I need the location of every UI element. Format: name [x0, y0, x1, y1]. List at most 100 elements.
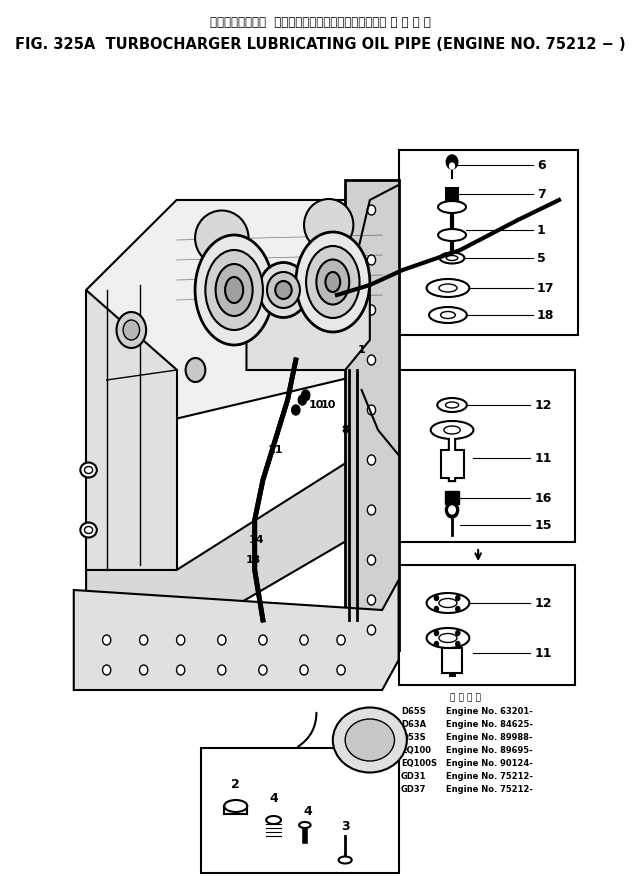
Bar [201, 748, 399, 873]
Text: GD37: GD37 [401, 785, 426, 794]
Text: GD31: GD31 [401, 772, 426, 781]
Ellipse shape [275, 281, 292, 299]
Circle shape [456, 642, 460, 646]
Bar [442, 648, 462, 673]
Circle shape [435, 642, 438, 646]
Text: 適 用 号 機: 適 用 号 機 [451, 693, 481, 702]
Text: 10: 10 [321, 400, 337, 410]
Text: Engine No. 84625-: Engine No. 84625- [446, 720, 533, 729]
Ellipse shape [437, 398, 467, 412]
Ellipse shape [439, 284, 457, 292]
Text: 1: 1 [358, 345, 365, 355]
Ellipse shape [438, 229, 466, 241]
Text: 1: 1 [537, 223, 545, 237]
Text: Engine No. 89988-: Engine No. 89988- [446, 733, 533, 742]
Text: 11: 11 [267, 445, 283, 455]
Ellipse shape [304, 199, 353, 251]
Ellipse shape [345, 719, 394, 761]
Text: 2: 2 [231, 778, 240, 790]
Circle shape [176, 635, 185, 645]
Polygon shape [246, 280, 370, 370]
Polygon shape [86, 200, 382, 440]
Circle shape [435, 630, 438, 635]
Ellipse shape [85, 466, 93, 473]
Bar [399, 150, 578, 335]
Text: Engine No. 90124-: Engine No. 90124- [446, 759, 533, 768]
Text: D65S: D65S [401, 707, 426, 716]
Text: 6: 6 [537, 158, 545, 172]
Circle shape [435, 606, 438, 611]
Ellipse shape [205, 250, 263, 330]
Ellipse shape [426, 628, 469, 648]
Ellipse shape [426, 279, 469, 297]
Ellipse shape [431, 421, 474, 439]
Ellipse shape [338, 856, 352, 863]
Text: 17: 17 [537, 281, 554, 295]
Circle shape [449, 163, 454, 169]
Text: D63A: D63A [401, 720, 426, 729]
Circle shape [367, 555, 376, 565]
Circle shape [456, 630, 460, 635]
Bar [445, 187, 460, 201]
Ellipse shape [195, 211, 249, 265]
Ellipse shape [445, 402, 459, 408]
Text: D53S: D53S [401, 733, 426, 742]
Polygon shape [86, 440, 382, 640]
Ellipse shape [259, 263, 308, 318]
Circle shape [435, 595, 438, 601]
Circle shape [218, 635, 226, 645]
Circle shape [176, 665, 185, 675]
Text: 13: 13 [246, 555, 261, 565]
Text: 4: 4 [304, 805, 313, 818]
Text: 9: 9 [303, 393, 310, 403]
Polygon shape [74, 580, 399, 690]
Circle shape [367, 305, 376, 315]
Ellipse shape [317, 260, 349, 304]
Polygon shape [345, 180, 399, 650]
Ellipse shape [267, 272, 300, 308]
Circle shape [301, 390, 310, 400]
Text: Engine No. 75212-: Engine No. 75212- [446, 772, 533, 781]
Text: 5: 5 [537, 252, 545, 264]
Circle shape [449, 506, 455, 514]
Circle shape [367, 205, 376, 215]
Ellipse shape [299, 822, 311, 828]
Text: 11: 11 [535, 451, 552, 465]
Ellipse shape [429, 307, 467, 323]
Circle shape [298, 395, 306, 405]
Circle shape [337, 635, 345, 645]
Ellipse shape [225, 277, 243, 303]
Ellipse shape [439, 634, 457, 643]
Ellipse shape [440, 312, 455, 319]
Circle shape [140, 635, 148, 645]
Circle shape [218, 665, 226, 675]
Text: ターボチャージャ  ルーブリケーティングオイルパイプ 通 用 号 機: ターボチャージャ ルーブリケーティングオイルパイプ 通 用 号 機 [210, 15, 431, 28]
Text: 12: 12 [535, 399, 552, 411]
Bar [440, 450, 463, 478]
Text: 18: 18 [537, 309, 554, 321]
Text: 15: 15 [535, 519, 552, 531]
Ellipse shape [439, 598, 457, 608]
Text: 3: 3 [341, 820, 349, 832]
Text: Engine No. 75212-: Engine No. 75212- [446, 785, 533, 794]
Circle shape [367, 405, 376, 415]
Text: 14: 14 [249, 535, 264, 545]
Circle shape [123, 320, 140, 340]
Circle shape [337, 665, 345, 675]
Circle shape [367, 455, 376, 465]
Circle shape [367, 355, 376, 365]
Bar [399, 370, 576, 542]
Circle shape [456, 606, 460, 611]
Ellipse shape [326, 272, 340, 292]
Ellipse shape [224, 800, 247, 812]
Circle shape [140, 665, 148, 675]
Ellipse shape [266, 816, 281, 824]
Circle shape [292, 405, 300, 415]
Circle shape [367, 255, 376, 265]
Ellipse shape [80, 463, 97, 478]
Circle shape [367, 595, 376, 605]
Polygon shape [86, 290, 176, 570]
Ellipse shape [80, 522, 97, 538]
Ellipse shape [333, 708, 407, 773]
Circle shape [300, 665, 308, 675]
